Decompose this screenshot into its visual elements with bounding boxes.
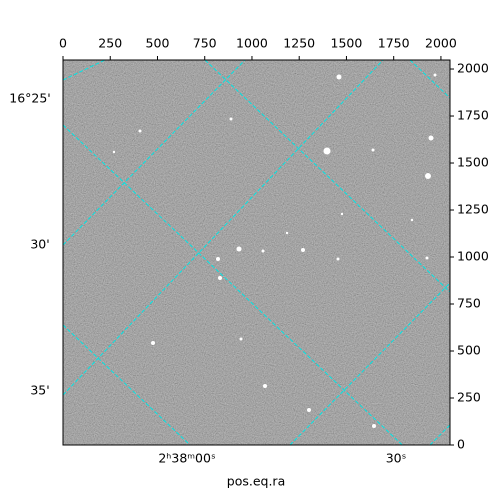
y-tick-label: 250 bbox=[457, 390, 481, 405]
x-tick-label: 0 bbox=[59, 36, 67, 51]
coordinate-grid bbox=[63, 60, 450, 445]
x-tick-label: 750 bbox=[193, 36, 217, 51]
x-tick-label: 500 bbox=[146, 36, 170, 51]
y-tick-label: 2000 bbox=[457, 61, 489, 76]
stars bbox=[112, 73, 437, 428]
x-axis-label: pos.eq.ra bbox=[227, 474, 285, 489]
x-tick-label: 1500 bbox=[331, 36, 363, 51]
y-tick-label: 750 bbox=[457, 296, 481, 311]
x-tick-label: 2000 bbox=[425, 36, 457, 51]
dec-label: 16°25' bbox=[9, 91, 51, 106]
x-tick-label: 1250 bbox=[283, 36, 315, 51]
y-tick-label: 0 bbox=[457, 437, 465, 452]
y-tick-label: 1750 bbox=[457, 108, 489, 123]
x-tick-label: 1000 bbox=[236, 36, 268, 51]
ra-label: 30ˢ bbox=[386, 451, 407, 466]
y-tick-label: 500 bbox=[457, 343, 481, 358]
y-tick-label: 1000 bbox=[457, 249, 489, 264]
x-tick-label: 1750 bbox=[378, 36, 410, 51]
y-tick-label: 1500 bbox=[457, 155, 489, 170]
dec-label: 30' bbox=[30, 237, 49, 252]
ra-label: 2ʰ38ᵐ00ˢ bbox=[158, 451, 215, 466]
dec-label: 35' bbox=[30, 383, 49, 398]
y-tick-label: 1250 bbox=[457, 202, 489, 217]
image-noise bbox=[63, 60, 450, 445]
x-tick-label: 250 bbox=[98, 36, 122, 51]
frame bbox=[62, 59, 451, 446]
